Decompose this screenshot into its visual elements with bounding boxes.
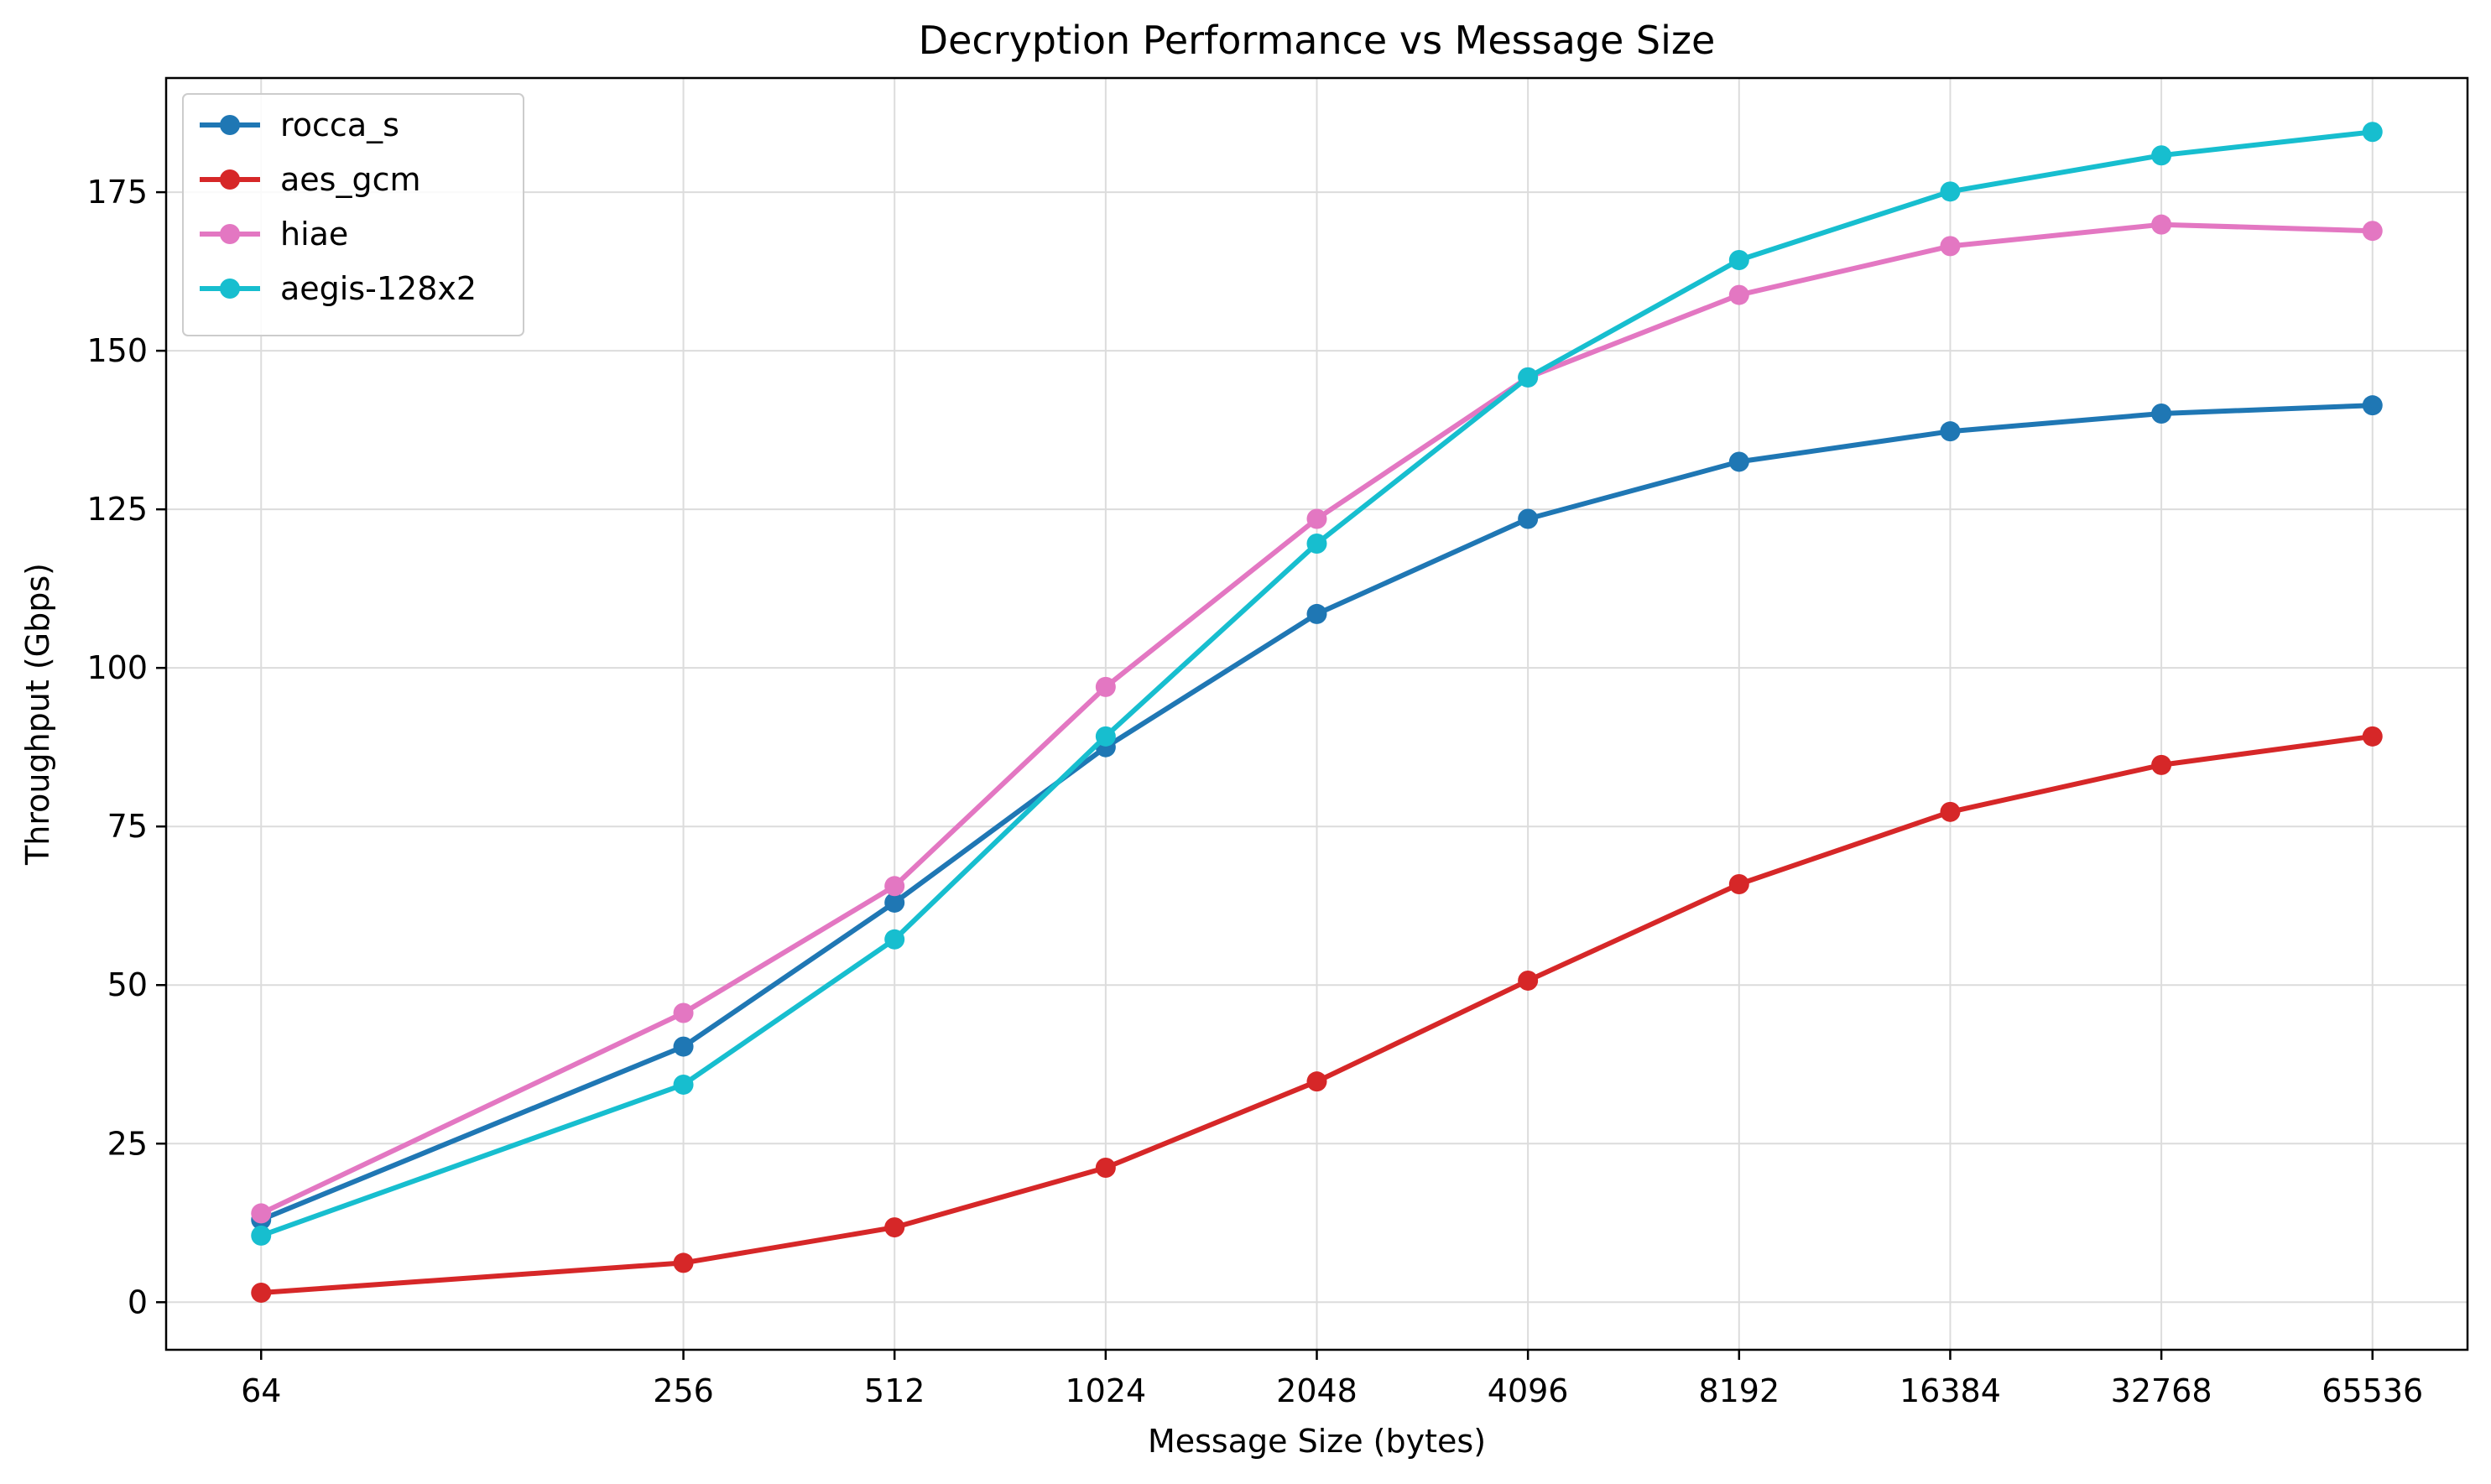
data-point-aegis-128x2 [1728, 250, 1749, 271]
axis-ticks: 64 256 512 1024 2048 4096 8192 16384 32768 65536 0… [86, 174, 2423, 1409]
legend-swatch-marker [220, 279, 240, 299]
legend-swatch-marker [220, 169, 240, 190]
data-point-rocca_s [2151, 403, 2172, 424]
y-tick-label: 100 [86, 649, 148, 686]
data-point-aegis-128x2 [1095, 726, 1116, 747]
data-point-aegis-128x2 [1306, 533, 1327, 554]
data-point-aes_gcm [673, 1252, 694, 1273]
legend-box [182, 93, 524, 336]
data-point-aes_gcm [1095, 1157, 1116, 1178]
data-point-hiae [884, 876, 905, 897]
series-layer [251, 122, 2383, 1303]
data-point-rocca_s [2362, 395, 2383, 416]
x-tick-label: 512 [864, 1372, 925, 1409]
chart-title: Decryption Performance vs Message Size [919, 18, 1716, 63]
y-tick-label: 175 [86, 174, 148, 211]
data-point-aegis-128x2 [673, 1074, 694, 1095]
data-point-aegis-128x2 [1940, 181, 1961, 202]
legend-label: rocca_s [280, 107, 399, 143]
series-hiae [251, 214, 2383, 1224]
x-tick-label: 1024 [1065, 1372, 1146, 1409]
y-tick-label: 150 [86, 332, 148, 369]
data-point-aes_gcm [1518, 970, 1539, 991]
data-point-hiae [2151, 214, 2172, 235]
data-point-hiae [1306, 508, 1327, 529]
series-line-aegis-128x2 [258, 129, 2375, 1238]
data-point-hiae [1728, 284, 1749, 305]
x-tick-label: 64 [241, 1372, 281, 1409]
legend-swatch-marker [220, 224, 240, 244]
y-tick-label: 0 [128, 1284, 148, 1320]
y-tick-label: 125 [86, 491, 148, 528]
series-line-aes_gcm [258, 733, 2375, 1295]
legend-label: aes_gcm [280, 161, 421, 198]
x-tick-label: 4096 [1488, 1372, 1569, 1409]
data-point-rocca_s [673, 1036, 694, 1057]
data-point-aes_gcm [1940, 801, 1961, 822]
data-point-rocca_s [1306, 603, 1327, 624]
series-aegis-128x2 [251, 122, 2383, 1246]
data-point-hiae [1940, 236, 1961, 257]
series-aes_gcm [251, 726, 2383, 1303]
data-point-rocca_s [884, 892, 905, 913]
data-point-aes_gcm [251, 1282, 272, 1303]
x-tick-label: 16384 [1900, 1372, 2001, 1409]
data-point-aegis-128x2 [251, 1225, 272, 1246]
data-point-hiae [251, 1203, 272, 1224]
legend-item-aes_gcm: aes_gcm [200, 161, 421, 198]
series-line-hiae [258, 221, 2375, 1216]
legend-label: aegis-128x2 [280, 270, 477, 307]
legend-label: hiae [280, 216, 348, 253]
grid [166, 78, 2468, 1350]
legend-item-hiae: hiae [200, 216, 348, 253]
data-point-aes_gcm [2151, 754, 2172, 775]
data-point-aegis-128x2 [2151, 145, 2172, 166]
x-axis-label: Message Size (bytes) [1148, 1423, 1486, 1460]
y-tick-label: 25 [107, 1125, 148, 1162]
y-tick-label: 75 [107, 808, 148, 845]
y-axis-label: Throughput (Gbps) [19, 563, 56, 866]
data-point-aes_gcm [2362, 726, 2383, 747]
data-point-aegis-128x2 [884, 929, 905, 950]
data-point-rocca_s [1940, 421, 1961, 442]
legend-swatch-marker [220, 115, 240, 135]
data-point-rocca_s [1518, 508, 1539, 529]
data-point-hiae [673, 1002, 694, 1023]
x-tick-label: 32768 [2111, 1372, 2212, 1409]
data-point-aegis-128x2 [1518, 367, 1539, 388]
legend-item-aegis-128x2: aegis-128x2 [200, 270, 477, 307]
data-point-hiae [1095, 676, 1116, 697]
series-line-rocca_s [258, 403, 2375, 1222]
data-point-rocca_s [1728, 451, 1749, 472]
data-point-aegis-128x2 [2362, 122, 2383, 143]
data-point-aes_gcm [1306, 1071, 1327, 1092]
x-tick-label: 8192 [1698, 1372, 1780, 1409]
legend-item-rocca_s: rocca_s [200, 107, 399, 143]
x-tick-label: 65536 [2322, 1372, 2423, 1409]
y-tick-label: 50 [107, 966, 148, 1003]
x-tick-label: 2048 [1276, 1372, 1358, 1409]
data-point-hiae [2362, 221, 2383, 242]
data-point-aes_gcm [1728, 874, 1749, 895]
data-point-aes_gcm [884, 1217, 905, 1238]
x-tick-label: 256 [653, 1372, 714, 1409]
